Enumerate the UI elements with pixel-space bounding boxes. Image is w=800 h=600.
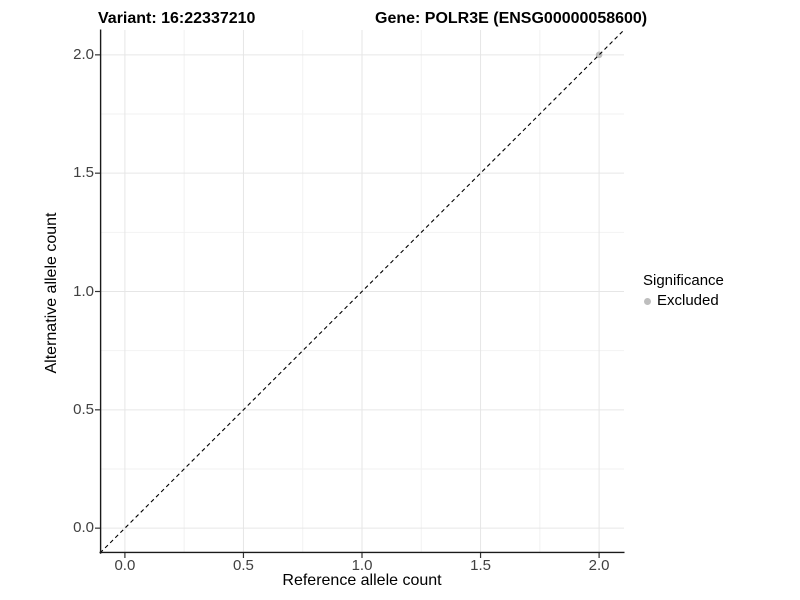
gene-title: Gene: POLR3E (ENSG00000058600) (375, 10, 648, 27)
x-axis-title: Reference allele count (282, 572, 442, 589)
legend-item-excluded: Excluded (641, 292, 724, 310)
variant-title: Variant: 16:22337210 (98, 10, 256, 27)
legend-title: Significance (643, 272, 724, 289)
y-tick-label: 0.0 (73, 519, 94, 537)
legend-point-swatch (644, 297, 651, 305)
x-tick-label: 2.0 (588, 557, 610, 574)
legend: Significance Excluded (641, 271, 724, 310)
y-tick-label: 0.5 (73, 400, 94, 418)
identity-line (99, 29, 625, 554)
x-tick-label: 0.5 (233, 557, 254, 574)
x-tick-label: 0.0 (114, 557, 136, 574)
x-tick-label: 1.0 (351, 557, 373, 574)
y-axis-title: Alternative allele count (43, 212, 60, 374)
y-tick-label: 2.0 (73, 45, 94, 63)
legend-item-label: Excluded (657, 292, 719, 309)
x-tick-label: 1.5 (470, 557, 491, 574)
y-tick-label: 1.0 (73, 282, 94, 300)
y-tick-label: 1.5 (73, 164, 94, 182)
plot-panel (95, 29, 625, 558)
